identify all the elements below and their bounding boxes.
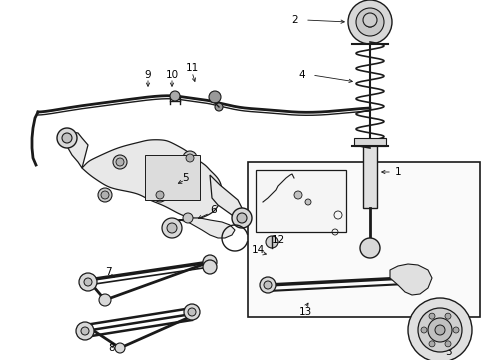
Circle shape [203,260,217,274]
Circle shape [232,208,252,228]
Circle shape [167,223,177,233]
Circle shape [429,341,435,347]
Circle shape [183,213,193,223]
Circle shape [76,322,94,340]
Circle shape [294,191,302,199]
Circle shape [57,128,77,148]
Circle shape [153,188,167,202]
Circle shape [209,91,221,103]
Circle shape [260,277,276,293]
Circle shape [418,308,462,352]
Circle shape [445,341,451,347]
Circle shape [348,0,392,44]
Text: 9: 9 [145,70,151,80]
Circle shape [305,199,311,205]
Circle shape [237,213,247,223]
Bar [248,162,480,317]
Circle shape [188,308,196,316]
Circle shape [445,313,451,319]
Circle shape [453,327,459,333]
Bar [354,138,386,146]
Circle shape [79,273,97,291]
Circle shape [360,238,380,258]
Text: 12: 12 [271,235,285,245]
Circle shape [99,294,111,306]
Circle shape [435,325,445,335]
Circle shape [363,13,377,27]
Circle shape [428,318,452,342]
Polygon shape [65,132,88,168]
Polygon shape [390,264,432,295]
Text: 10: 10 [166,70,178,80]
Circle shape [115,343,125,353]
Circle shape [215,103,223,111]
Circle shape [183,151,197,165]
Text: 1: 1 [395,167,402,177]
Circle shape [266,236,278,248]
Text: 2: 2 [292,15,298,25]
Circle shape [184,304,200,320]
Circle shape [264,281,272,289]
Circle shape [101,191,109,199]
Circle shape [421,327,427,333]
Text: 5: 5 [182,173,188,183]
Circle shape [186,154,194,162]
Text: 14: 14 [251,245,265,255]
Bar [256,170,346,232]
Circle shape [84,278,92,286]
Polygon shape [210,175,245,222]
Text: 7: 7 [105,267,111,277]
Circle shape [162,218,182,238]
Polygon shape [82,140,222,219]
Polygon shape [172,218,235,238]
Bar [145,155,200,200]
Circle shape [156,191,164,199]
Circle shape [62,133,72,143]
Text: 3: 3 [445,347,451,357]
Circle shape [116,158,124,166]
Circle shape [429,313,435,319]
Circle shape [113,155,127,169]
Text: 6: 6 [210,205,217,215]
Text: 13: 13 [298,307,312,317]
Circle shape [356,8,384,36]
Circle shape [408,298,472,360]
Circle shape [98,188,112,202]
Circle shape [81,327,89,335]
Bar [363,143,377,208]
Circle shape [203,255,217,269]
Text: 8: 8 [109,343,115,353]
Circle shape [365,17,375,27]
Circle shape [170,91,180,101]
Text: 11: 11 [185,63,198,73]
Text: 4: 4 [299,70,305,80]
